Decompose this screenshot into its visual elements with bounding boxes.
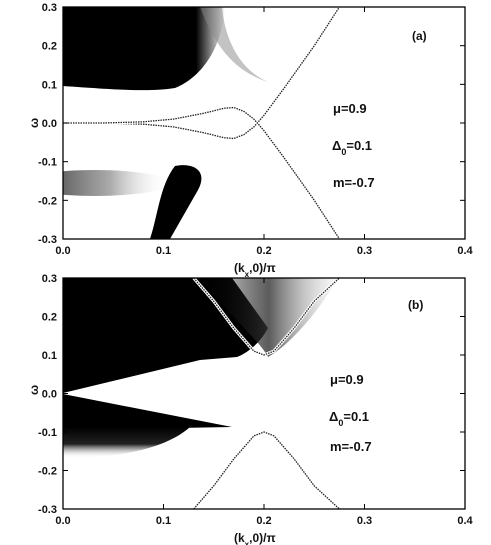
y-tick-label-b-4: -0.1 bbox=[38, 427, 57, 439]
annotation-delta-b-val: =0.1 bbox=[343, 409, 369, 424]
panel-a: 0.0 0.1 0.2 0.3 0.40.30.20.10.0-0.1-0.2-0.3 … bbox=[27, 2, 474, 279]
annotation-delta-b-sub: 0 bbox=[338, 418, 343, 428]
annotation-mu-b: μ=0.9 bbox=[330, 372, 364, 387]
lower-fade-b bbox=[63, 427, 190, 458]
annotation-delta-b-sym: Δ bbox=[329, 409, 338, 424]
annotation-delta-a-sub: 0 bbox=[341, 147, 346, 157]
axes-a: 0.0 0.1 0.2 0.3 0.4 0.3 0.2 0.1 0.0 -0.1 -0.2 -0.3 bbox=[38, 2, 473, 257]
x-tick-label-b-1: 0.1 bbox=[156, 515, 171, 527]
x-tick-label-b-0: 0.0 bbox=[55, 515, 70, 527]
annotation-delta-a: Δ0=0.1 bbox=[332, 138, 372, 157]
y-tick-label-a-1: 0.2 bbox=[42, 41, 57, 53]
y-tick-label-a-2: 0.1 bbox=[42, 79, 57, 91]
axes-b: 0.0 0.1 0.2 0.3 0.4 0.3 0.2 0.1 0.0 -0.1 -0.2 -0.3 bbox=[38, 273, 473, 527]
xlabel-a: (kx,0)/π bbox=[234, 261, 276, 279]
annotation-m-a: m=-0.7 bbox=[333, 175, 375, 190]
upper-band-left-a bbox=[63, 7, 170, 88]
x-tick-label-a-3: 0.3 bbox=[357, 245, 372, 257]
y-tick-label-b-2: 0.1 bbox=[42, 350, 57, 362]
xlabel-b-main: (k bbox=[234, 531, 245, 545]
panel-label-b: (b) bbox=[408, 298, 423, 312]
xlabel-a-main: (k bbox=[234, 261, 245, 275]
y-tick-label-a-3: 0.0 bbox=[42, 118, 57, 130]
annotation-delta-a-sym: Δ bbox=[332, 138, 341, 153]
xlabel-a-sub: x bbox=[245, 270, 250, 279]
annotation-delta-a-val: =0.1 bbox=[346, 138, 372, 153]
xlabel-b-tail: ,0)/π bbox=[249, 531, 276, 545]
x-tick-label-b-3: 0.3 bbox=[357, 515, 372, 527]
panel-b: 0.0 0.1 0.2 0.3 0.40.30.20.10.0-0.1-0.2-0.3 … bbox=[27, 273, 474, 545]
y-tick-label-b-3: 0.0 bbox=[42, 389, 57, 401]
band-curve-b-0 bbox=[193, 278, 340, 356]
y-tick-label-b-5: -0.2 bbox=[38, 466, 57, 478]
lower-finger-a bbox=[150, 165, 202, 239]
bands-a bbox=[63, 7, 341, 239]
y-tick-label-a-6: -0.3 bbox=[38, 234, 57, 246]
y-tick-label-a-5: -0.2 bbox=[38, 195, 57, 207]
y-tick-label-a-0: 0.3 bbox=[42, 2, 57, 14]
x-tick-label-a-0: 0.0 bbox=[55, 245, 70, 257]
band-curve-a-0 bbox=[63, 7, 340, 140]
bands-b bbox=[192, 278, 341, 509]
band-curve-a-1 bbox=[63, 106, 340, 239]
xlabel-b-sub: x bbox=[245, 540, 250, 545]
ylabel-a: ω bbox=[27, 118, 41, 128]
annotation-m-b: m=-0.7 bbox=[330, 439, 372, 454]
band-curve-b-1 bbox=[193, 431, 340, 509]
x-tick-label-a-4: 0.4 bbox=[457, 245, 473, 257]
ylabel-b: ω bbox=[27, 385, 41, 395]
xlabel-b: (kx,0)/π bbox=[234, 531, 276, 545]
annotation-delta-b: Δ0=0.1 bbox=[329, 409, 369, 428]
upper-wedge-a bbox=[200, 7, 268, 82]
y-tick-label-b-6: -0.3 bbox=[38, 504, 57, 516]
y-tick-label-b-0: 0.3 bbox=[42, 273, 57, 285]
xlabel-a-tail: ,0)/π bbox=[249, 261, 276, 275]
lower-triangle-b bbox=[63, 394, 232, 430]
y-tick-label-b-1: 0.2 bbox=[42, 312, 57, 324]
lower-blob-a bbox=[63, 170, 170, 196]
annotation-mu-a: μ=0.9 bbox=[333, 101, 367, 116]
x-tick-label-b-4: 0.4 bbox=[457, 515, 473, 527]
y-tick-label-a-4: -0.1 bbox=[38, 157, 57, 169]
panel-label-a: (a) bbox=[412, 29, 427, 43]
x-tick-label-a-1: 0.1 bbox=[156, 245, 171, 257]
x-tick-label-a-2: 0.2 bbox=[256, 245, 271, 257]
heatmap-a bbox=[63, 7, 268, 239]
x-tick-label-b-2: 0.2 bbox=[256, 515, 271, 527]
upper-wedge-b bbox=[200, 278, 338, 357]
